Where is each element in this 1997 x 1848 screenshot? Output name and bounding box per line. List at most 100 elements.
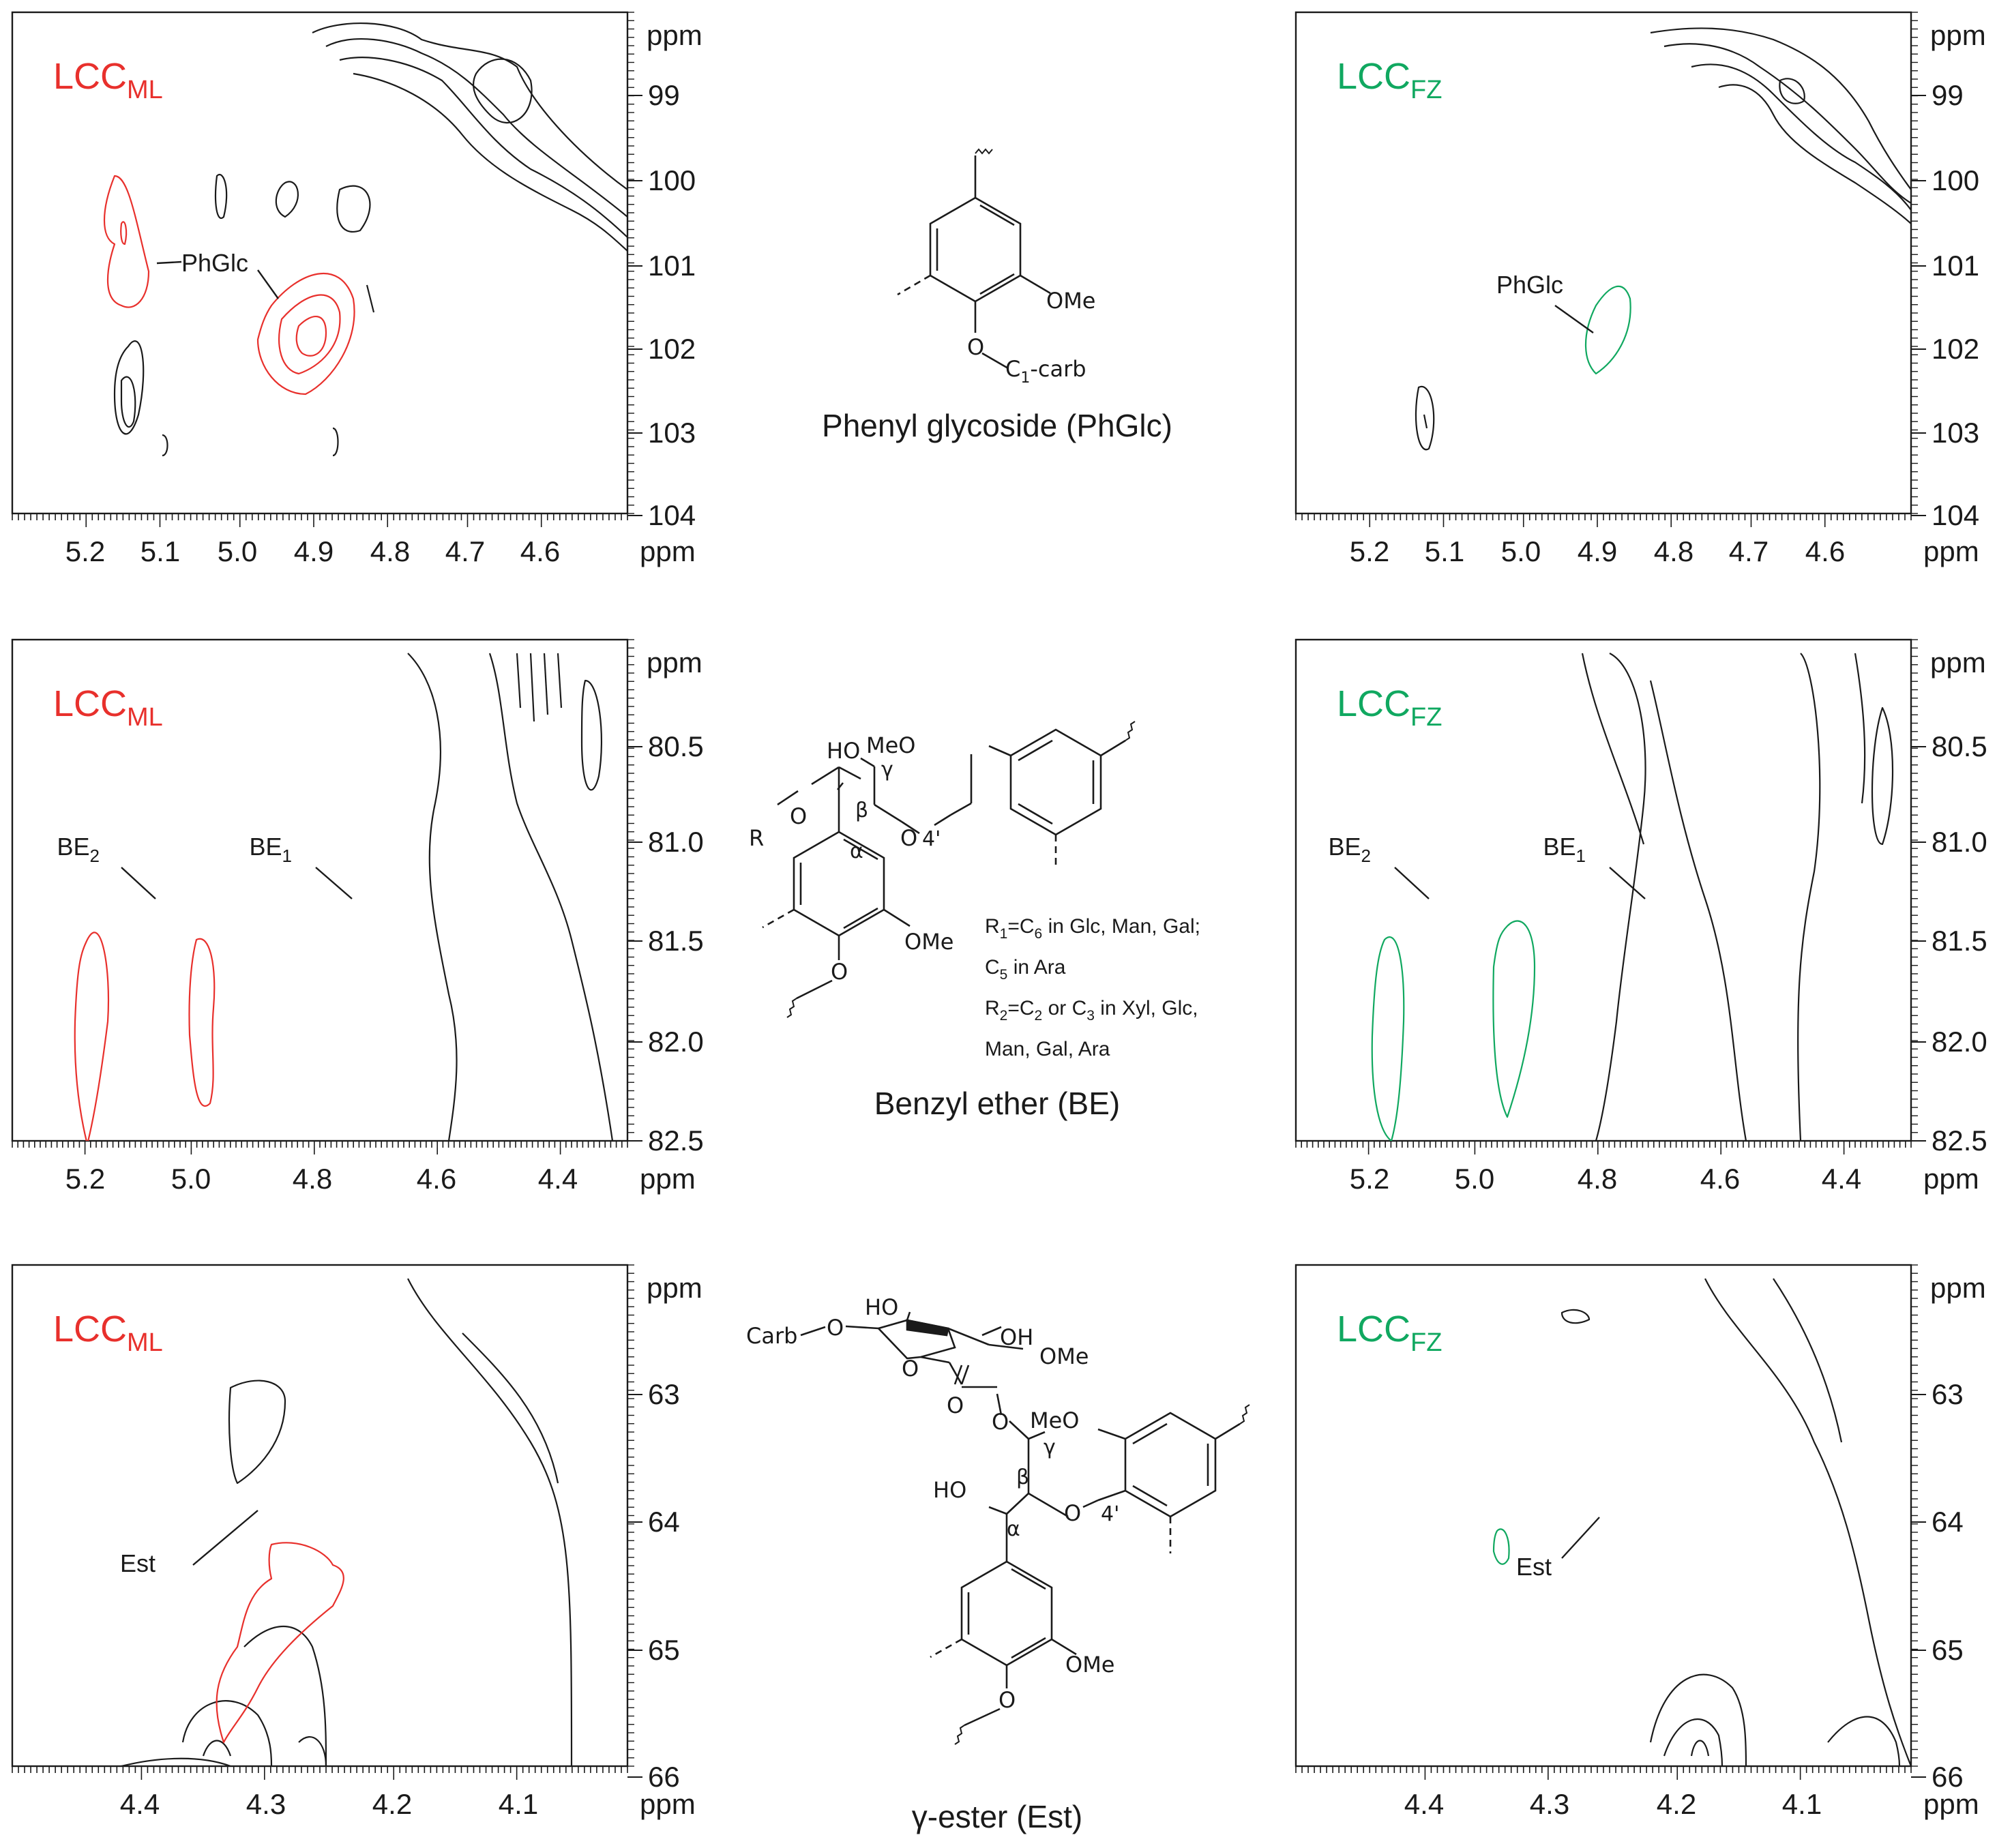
y-tick-label: 80.5 [1932,730,1987,762]
contour-line [1871,706,1894,846]
contour-line [214,174,228,219]
peak-leader-line [257,269,279,299]
est-4prime-label: 4' [1101,1502,1119,1526]
x-tick-label: 4.1 [1782,1788,1822,1820]
peak-label: BE1 [1543,833,1586,866]
cross-peak-contour [74,932,110,1141]
spectra-panels: LCCML PhGlc 5.2 5.1 5.0 4.9 4.8 4.7 4.6 ppm 99 100 1… [11,11,1987,1820]
y-tick-label: 104 [1932,499,1979,531]
spectrum-panel-ml-phglc: LCCML PhGlc 5.2 5.1 5.0 4.9 4.8 4.7 4.6 ppm 99 100 1… [11,11,702,567]
x-tick-label: 4.4 [1822,1163,1861,1195]
est-alpha-label: α [1007,1517,1020,1541]
be-meo-label: MeO [866,732,915,758]
panel-title: LCCFZ [1337,56,1442,104]
y-tick-label: 82.5 [648,1124,704,1157]
x-tick-label: 4.9 [1578,535,1617,567]
be-ome-label: OMe [904,929,953,955]
contour-line [1415,385,1435,451]
y-tick-label: 63 [1932,1378,1964,1410]
contour-line [1704,1278,1911,1766]
cross-peak-contour [256,272,355,396]
contour-line [1663,1718,1724,1766]
contour-line [1796,653,1821,1141]
panel-title: LCCML [53,56,163,104]
structure-phenyl-glycoside [897,148,1051,370]
cross-peak-contour [278,294,341,375]
y-tick-label: 100 [648,164,696,196]
phglc-o-label: O [967,334,984,360]
contour-line [543,653,549,715]
x-tick-label: 5.2 [1350,535,1389,567]
contour-line [120,376,136,428]
peak-leader-line [121,867,156,899]
x-tick-label: 5.1 [1425,535,1464,567]
x-tick-label: 4.8 [1578,1163,1617,1195]
contour-line [202,1740,232,1757]
est-oh-ring-label: OH [1000,1324,1033,1350]
peak-label: PhGlc [181,249,248,277]
y-tick-label: 81.5 [1932,925,1987,957]
y-tick-label: 63 [648,1378,680,1410]
peak-leader-line [1554,305,1594,333]
y-tick-label: 81.5 [648,925,704,957]
contour-group [1492,1278,1911,1766]
contour-line [1663,43,1911,204]
cross-peak-contour [1492,920,1536,1118]
contour-group [74,653,614,1141]
contour-line [181,1700,273,1766]
y-tick-label: 82.0 [1932,1026,1987,1058]
y-axis-unit: ppm [1930,1272,1986,1304]
contour-line [243,1625,327,1766]
y-tick-label: 64 [1932,1506,1964,1538]
x-tick-label: 4.8 [293,1163,332,1195]
x-tick-label: 4.6 [520,535,560,567]
peak-label: BE2 [57,833,100,866]
y-tick-label: 99 [1932,79,1964,111]
est-ome-label: OMe [1065,1652,1114,1678]
be-note-line: C5 in Ara [985,956,1066,983]
y-tick-label: 64 [648,1506,680,1538]
panel-title: LCCML [53,683,163,732]
contour-line [1649,680,1747,1141]
peak-leader-line [1394,867,1430,899]
y-axis-unit: ppm [647,19,702,51]
y-tick-label: 81.0 [648,826,704,858]
est-ho-ring-label: HO [865,1294,898,1320]
contour-line [336,185,371,233]
contour-line [312,22,627,190]
be-4prime-label: 4' [922,827,941,851]
peak-leader-line [315,867,353,899]
est-o-mid-label: O [1064,1500,1081,1526]
est-meo-label: MeO [1030,1407,1079,1433]
x-tick-label: 4.4 [1404,1788,1444,1820]
est-o1-label: O [827,1315,844,1341]
contour-line [1649,1673,1747,1766]
be-note-line: Man, Gal, Ara [985,1038,1110,1060]
contour-line [325,38,627,218]
cross-peak-contour [216,1542,344,1744]
phglc-caption: Phenyl glycoside (PhGlc) [822,408,1172,443]
contour-line [529,653,535,722]
x-tick-label: 4.4 [538,1163,578,1195]
y-tick-label: 101 [648,250,696,282]
contour-line [339,57,627,238]
contour-line [1650,27,1911,190]
structure-benzyl-ether [762,721,1136,1018]
be-o-bottom-label: O [831,959,848,985]
est-o-ring-label: O [902,1356,919,1382]
x-tick-label: 4.6 [1700,1163,1740,1195]
contour-group [1415,27,1911,451]
cross-peak-contour [295,315,327,357]
y-tick-label: 65 [1932,1634,1964,1666]
be-gamma-label: γ [881,758,893,781]
spectrum-panel-ml-be: LCCML BE2 BE1 5.2 5.0 4.8 4.6 4.4 ppm 80.5 81.0 81.… [11,638,704,1195]
y-tick-label: 103 [648,417,696,449]
x-tick-label: 4.3 [246,1788,286,1820]
est-caption: γ-ester (Est) [912,1799,1082,1834]
est-o-carbonyl-label: O [947,1392,964,1418]
contour-line [1827,1716,1901,1766]
x-axis-unit: ppm [640,1163,696,1195]
x-tick-label: 5.1 [140,535,180,567]
x-tick-label: 4.2 [1657,1788,1696,1820]
x-tick-label: 5.0 [1501,535,1541,567]
